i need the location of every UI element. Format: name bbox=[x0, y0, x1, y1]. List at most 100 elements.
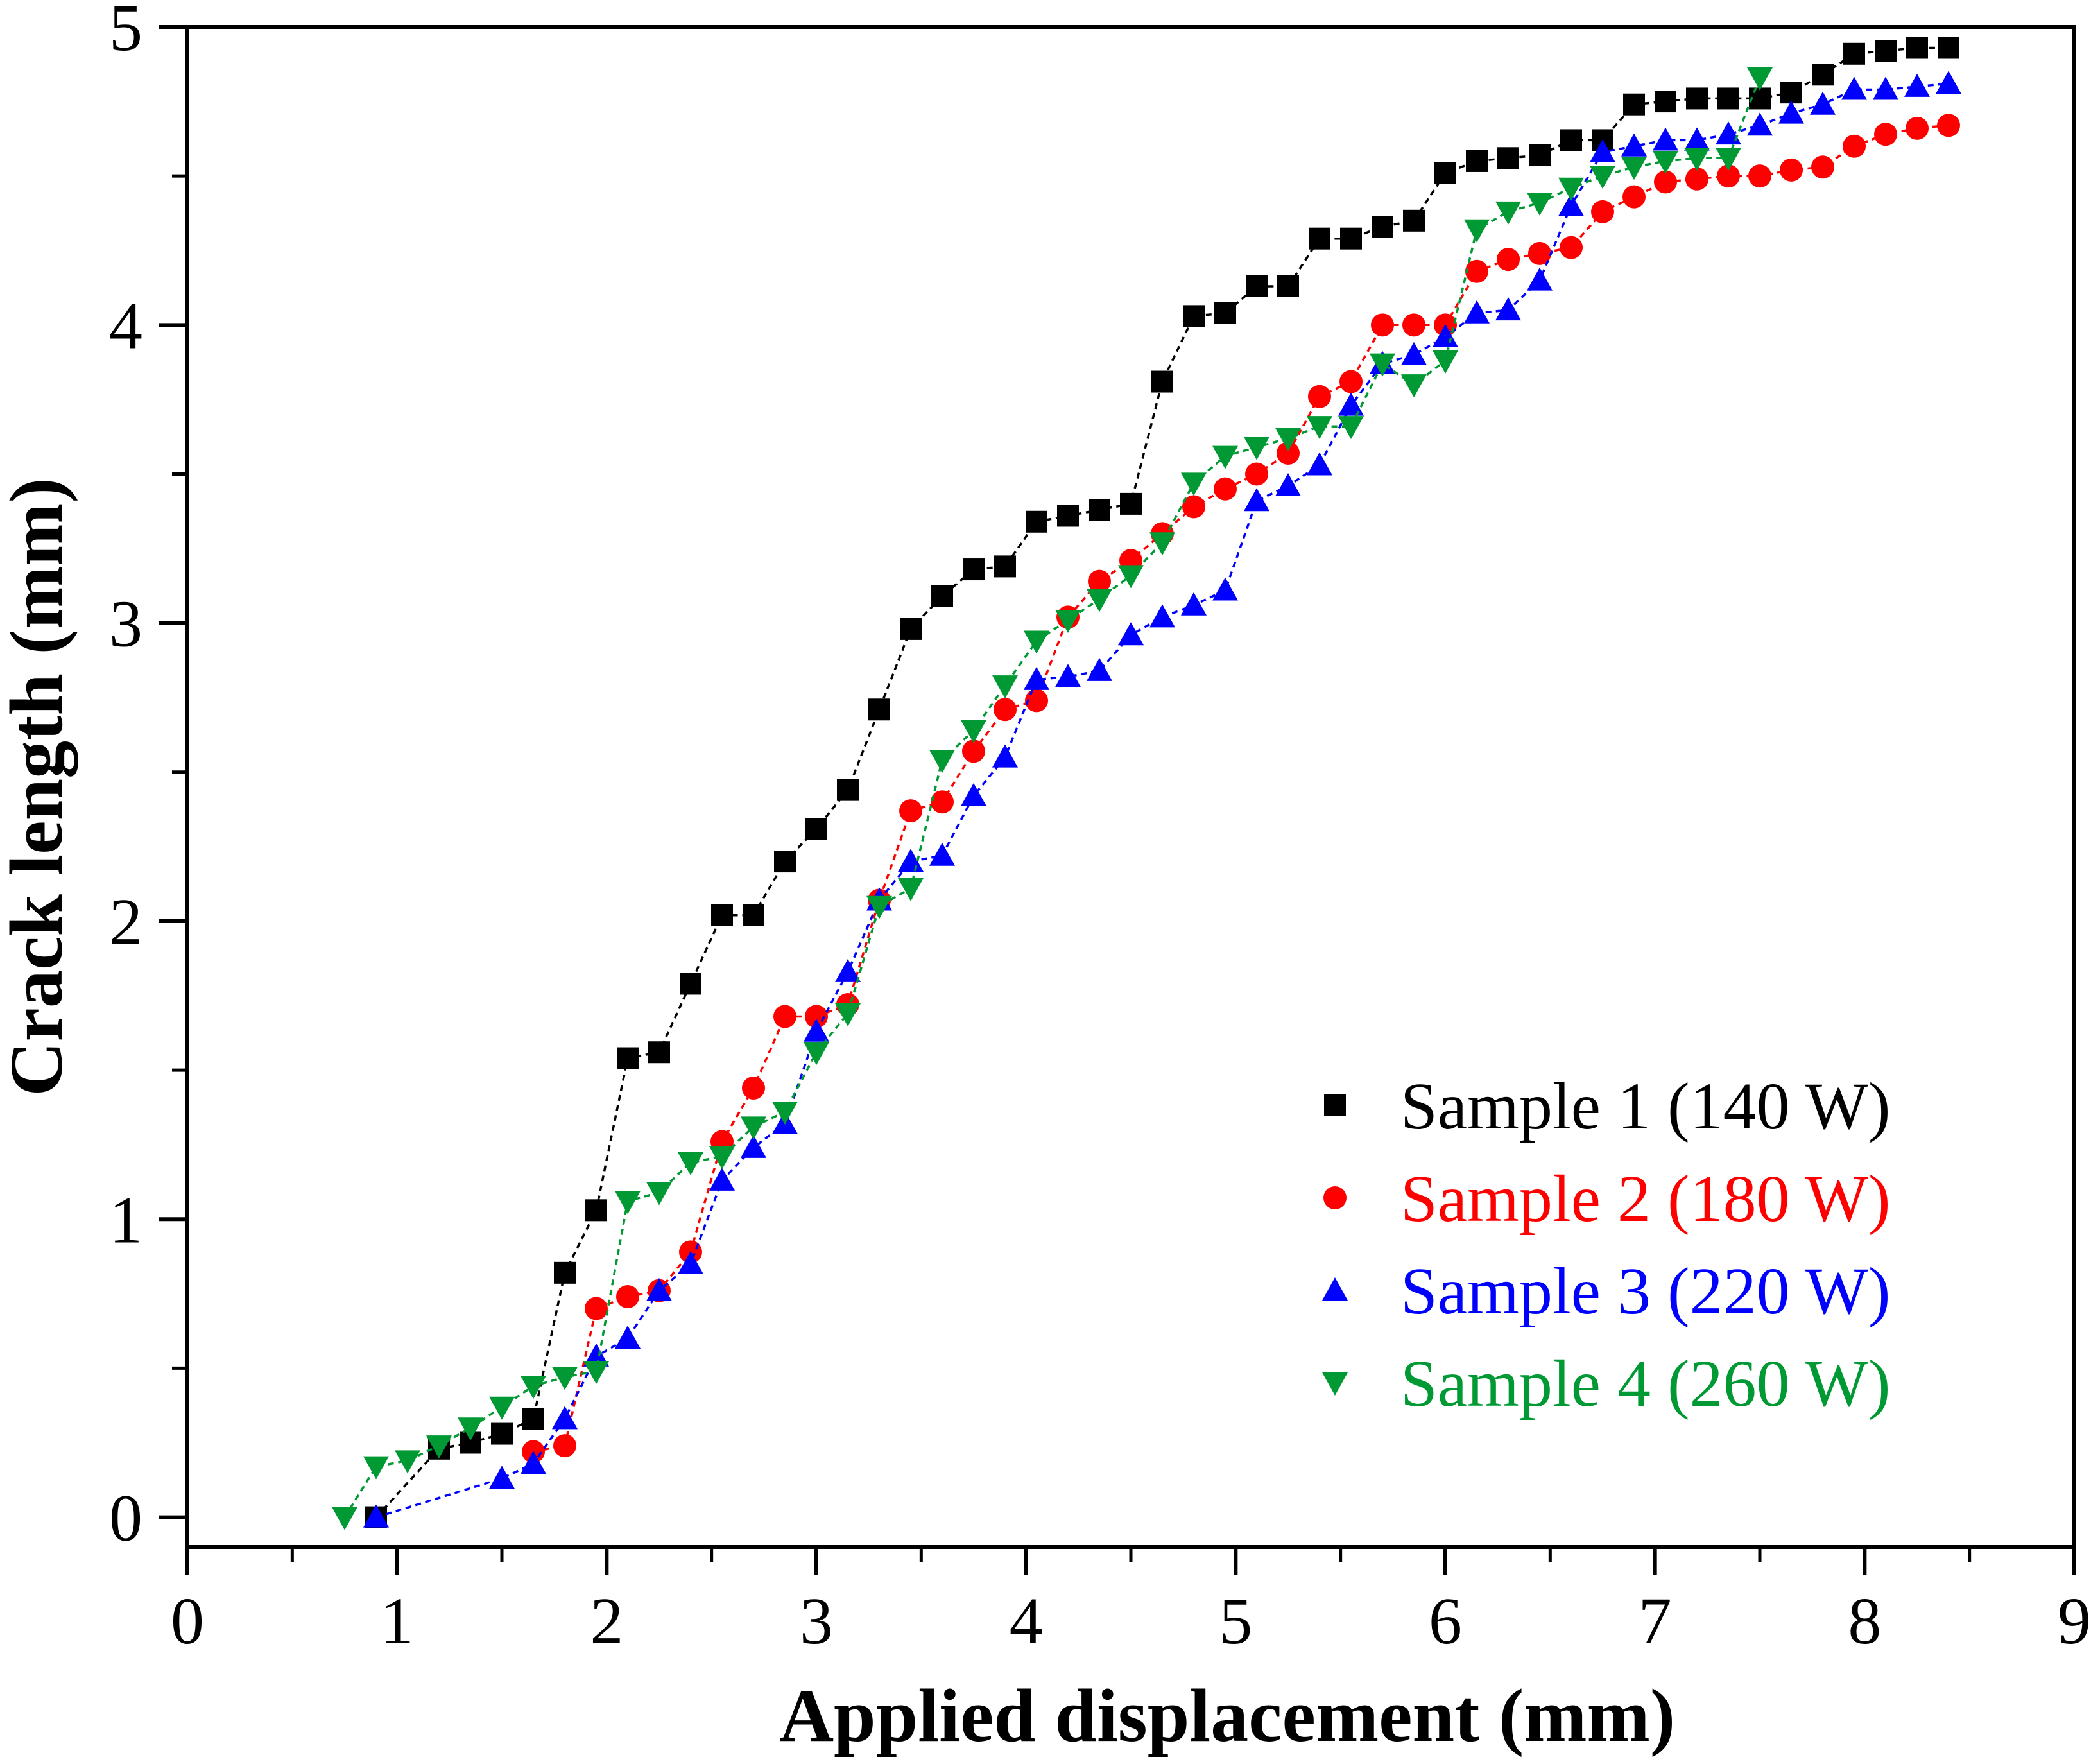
legend: Sample 1 (140 W) Sample 2 (180 W) Sample 3… bbox=[1322, 1069, 1891, 1421]
x-tick-label: 1 bbox=[381, 1584, 414, 1658]
data-point bbox=[1558, 177, 1584, 201]
data-point bbox=[1685, 167, 1708, 191]
data-point bbox=[1938, 37, 1959, 59]
series-line bbox=[375, 46, 1949, 1518]
data-point bbox=[837, 779, 859, 801]
data-point bbox=[1560, 129, 1582, 151]
data-point bbox=[1466, 150, 1488, 172]
x-tick-label: 0 bbox=[171, 1584, 204, 1658]
x-tick-label: 8 bbox=[1848, 1584, 1881, 1658]
data-point bbox=[743, 904, 764, 926]
data-point bbox=[646, 1277, 672, 1301]
data-point bbox=[835, 958, 861, 982]
data-point bbox=[994, 555, 1016, 578]
data-point bbox=[805, 818, 827, 840]
data-point bbox=[898, 878, 924, 901]
data-point bbox=[741, 1116, 766, 1140]
data-point bbox=[1120, 492, 1142, 515]
data-point bbox=[1464, 300, 1490, 324]
data-point bbox=[363, 1456, 389, 1480]
data-point bbox=[1370, 353, 1395, 377]
data-point bbox=[1717, 87, 1739, 110]
data-point bbox=[931, 790, 954, 814]
series-line bbox=[343, 77, 1761, 1518]
data-point bbox=[961, 720, 986, 743]
y-axis-title: Crack length (mm) bbox=[0, 478, 78, 1096]
data-point bbox=[489, 1396, 515, 1420]
data-point bbox=[1149, 532, 1175, 556]
legend-marker bbox=[1322, 1277, 1348, 1301]
data-point bbox=[680, 973, 701, 995]
data-point bbox=[615, 1325, 641, 1349]
data-point bbox=[616, 1284, 639, 1308]
data-point bbox=[458, 1417, 483, 1441]
data-point bbox=[1747, 67, 1773, 91]
data-point bbox=[1464, 219, 1490, 243]
x-tick-label: 6 bbox=[1429, 1584, 1462, 1658]
data-point bbox=[521, 1450, 546, 1474]
data-point bbox=[1904, 73, 1930, 97]
y-tick-label: 4 bbox=[109, 289, 142, 363]
data-point bbox=[1590, 166, 1615, 189]
data-point bbox=[1307, 416, 1332, 440]
data-point bbox=[992, 744, 1018, 768]
legend-label: Sample 2 (180 W) bbox=[1400, 1162, 1891, 1236]
data-point bbox=[1433, 350, 1458, 374]
data-point bbox=[1780, 82, 1802, 104]
x-tick-label: 2 bbox=[590, 1584, 623, 1658]
data-point bbox=[1716, 148, 1741, 171]
data-point bbox=[1434, 162, 1456, 184]
data-point bbox=[615, 1191, 641, 1215]
data-point bbox=[709, 1167, 735, 1191]
data-point bbox=[711, 904, 733, 926]
data-point bbox=[646, 1182, 672, 1206]
y-tick-label: 1 bbox=[109, 1183, 142, 1257]
data-point bbox=[1843, 134, 1866, 158]
data-point bbox=[962, 739, 985, 763]
data-point bbox=[1527, 192, 1553, 216]
data-point bbox=[1275, 473, 1301, 497]
data-point bbox=[1841, 76, 1867, 100]
data-point bbox=[617, 1047, 639, 1069]
data-point bbox=[994, 698, 1017, 722]
data-point bbox=[678, 1152, 703, 1176]
data-point bbox=[1024, 630, 1049, 654]
data-point bbox=[1118, 565, 1144, 589]
data-point bbox=[1527, 267, 1553, 291]
data-point bbox=[585, 1297, 608, 1320]
data-point bbox=[1748, 164, 1771, 188]
data-point bbox=[1873, 76, 1898, 100]
data-point bbox=[1308, 385, 1331, 408]
data-point bbox=[1338, 416, 1364, 440]
data-point bbox=[583, 1361, 609, 1385]
data-point bbox=[1497, 147, 1519, 169]
series-4 bbox=[332, 67, 1773, 1530]
data-point bbox=[868, 698, 890, 721]
data-point bbox=[1338, 392, 1364, 416]
data-point bbox=[552, 1367, 578, 1390]
data-point bbox=[805, 1005, 828, 1028]
data-point bbox=[521, 1376, 546, 1399]
data-point bbox=[1183, 305, 1205, 327]
data-point bbox=[363, 1504, 389, 1528]
data-point bbox=[866, 895, 892, 919]
data-point bbox=[1244, 437, 1269, 460]
x-tick-label: 5 bbox=[1219, 1584, 1252, 1658]
series-1 bbox=[365, 37, 1959, 1528]
data-point bbox=[1560, 236, 1583, 259]
data-point bbox=[1495, 297, 1521, 321]
data-point bbox=[395, 1450, 420, 1474]
data-point bbox=[1026, 510, 1047, 533]
data-point bbox=[1621, 157, 1647, 180]
data-point bbox=[585, 1199, 607, 1222]
data-point bbox=[1181, 592, 1207, 616]
data-point bbox=[1275, 428, 1301, 451]
data-point bbox=[929, 750, 955, 774]
data-point bbox=[1623, 93, 1645, 116]
data-point bbox=[1403, 209, 1425, 232]
x-tick-label: 9 bbox=[2058, 1584, 2091, 1658]
data-point bbox=[648, 1041, 670, 1064]
data-point bbox=[772, 1102, 798, 1125]
data-point bbox=[1528, 241, 1551, 265]
